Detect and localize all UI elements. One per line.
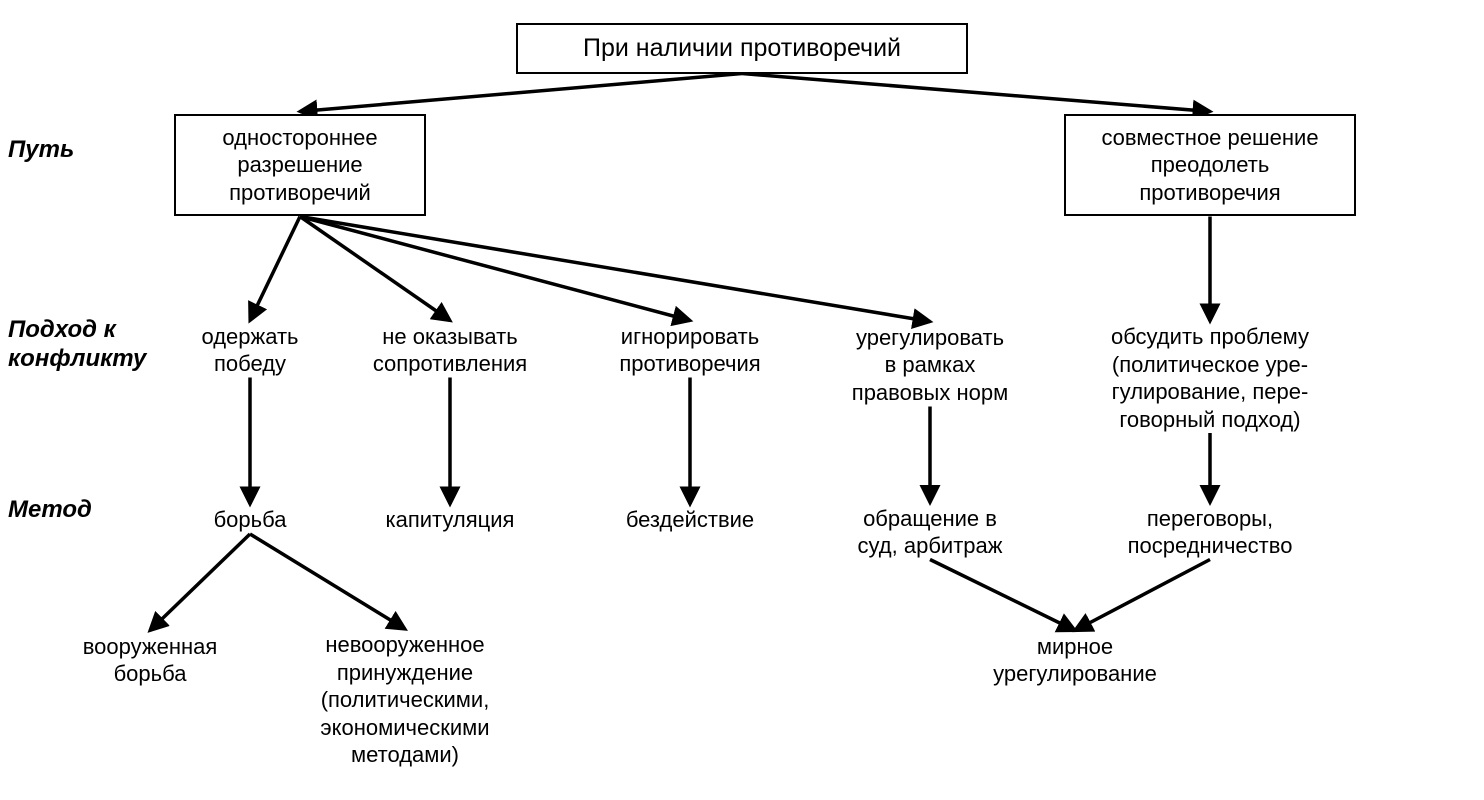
edge-path1-appr4 [300,217,930,322]
node-leaf2: невооруженное принуждение (политическими… [290,631,520,769]
node-meth2: капитуляция [360,506,540,534]
edge-root-path1 [300,74,742,112]
edge-meth1-leaf2 [250,534,405,629]
edge-meth1-leaf1 [150,534,250,631]
edge-path1-appr1 [250,217,300,321]
node-meth5: переговоры, посредничество [1100,505,1320,560]
node-appr2: не оказывать сопротивления [350,323,550,378]
node-meth1: борьба [180,506,320,534]
edge-path1-appr3 [300,217,690,321]
diagram-stage: Путь Подход к конфликту Метод При наличии п… [0,0,1484,800]
edge-root-path2 [742,74,1210,112]
row-label-lbl-method: Метод [8,496,92,525]
node-appr5: обсудить проблему (политическое уре- гул… [1075,323,1345,433]
node-appr4: урегулировать в рамках правовых норм [825,324,1035,407]
edge-path1-appr2 [300,217,450,321]
row-label-lbl-path: Путь [8,136,74,165]
node-root: При наличии противоречий [516,23,968,74]
edge-meth4-leaf3 [930,560,1075,631]
node-leaf1: вооруженная борьба [60,633,240,688]
node-appr1: одержать победу [170,323,330,378]
node-path2: совместное решение преодолеть противореч… [1064,114,1356,217]
node-meth3: бездействие [600,506,780,534]
node-meth4: обращение в суд, арбитраж [830,505,1030,560]
row-label-lbl-approach: Подход к конфликту [8,316,146,374]
node-appr3: игнорировать противоречия [590,323,790,378]
edge-meth5-leaf3 [1075,560,1210,631]
node-leaf3: мирное урегулирование [965,633,1185,688]
node-path1: одностороннее разрешение противоречий [174,114,426,217]
